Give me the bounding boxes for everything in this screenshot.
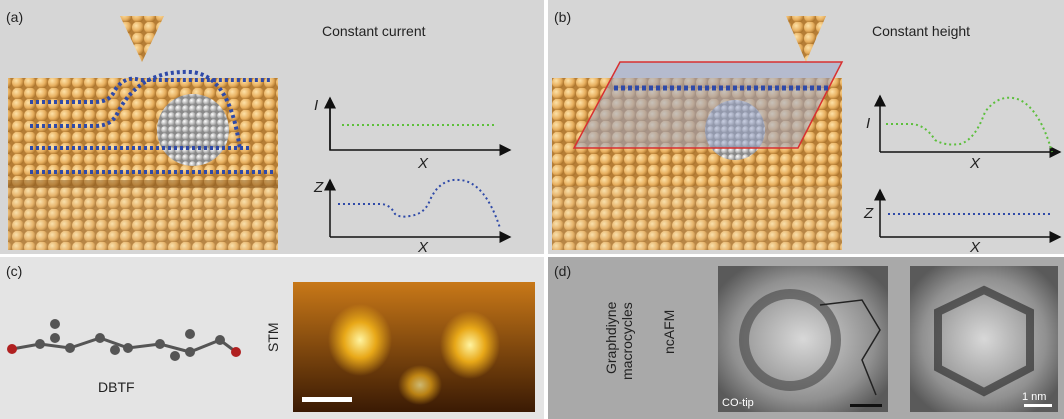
- fullerene: [157, 94, 229, 166]
- image-label: STM: [265, 322, 281, 352]
- gold-surface: [8, 186, 278, 250]
- figure: (a) Constant current I X Z X (b) Constan…: [0, 0, 1064, 419]
- scale-label: 1 nm: [1022, 391, 1046, 403]
- x-label: X: [417, 155, 429, 172]
- scale-bar: [1024, 404, 1052, 407]
- scale-bar: [850, 404, 882, 407]
- panel-label: (b): [554, 9, 571, 25]
- panel-title: Constant current: [322, 23, 426, 39]
- y-label: I: [866, 115, 870, 132]
- panel-label: (d): [554, 263, 571, 279]
- side-label: macrocycles: [619, 302, 635, 380]
- gold-terrace: [8, 78, 278, 186]
- stm-feature: [440, 311, 500, 379]
- x-label: X: [969, 239, 981, 256]
- panel-title: Constant height: [872, 23, 970, 39]
- stm-feature: [398, 365, 442, 405]
- y-label: Z: [313, 179, 324, 196]
- scan-plane: [574, 62, 842, 148]
- panel-label: (a): [6, 9, 23, 25]
- method-label: ncAFM: [661, 310, 677, 354]
- stm-feature: [328, 304, 392, 376]
- panel-label: (c): [6, 263, 22, 279]
- tip-label: CO-tip: [722, 397, 754, 409]
- step-edge: [8, 180, 278, 188]
- x-label: X: [969, 155, 981, 172]
- y-label: I: [314, 97, 318, 114]
- molecule-label: DBTF: [98, 379, 135, 395]
- x-label: X: [417, 239, 429, 256]
- scale-bar: [302, 397, 352, 402]
- y-label: Z: [863, 205, 874, 222]
- side-label: Graphdiyne: [603, 301, 619, 374]
- gold-surface: [552, 186, 842, 250]
